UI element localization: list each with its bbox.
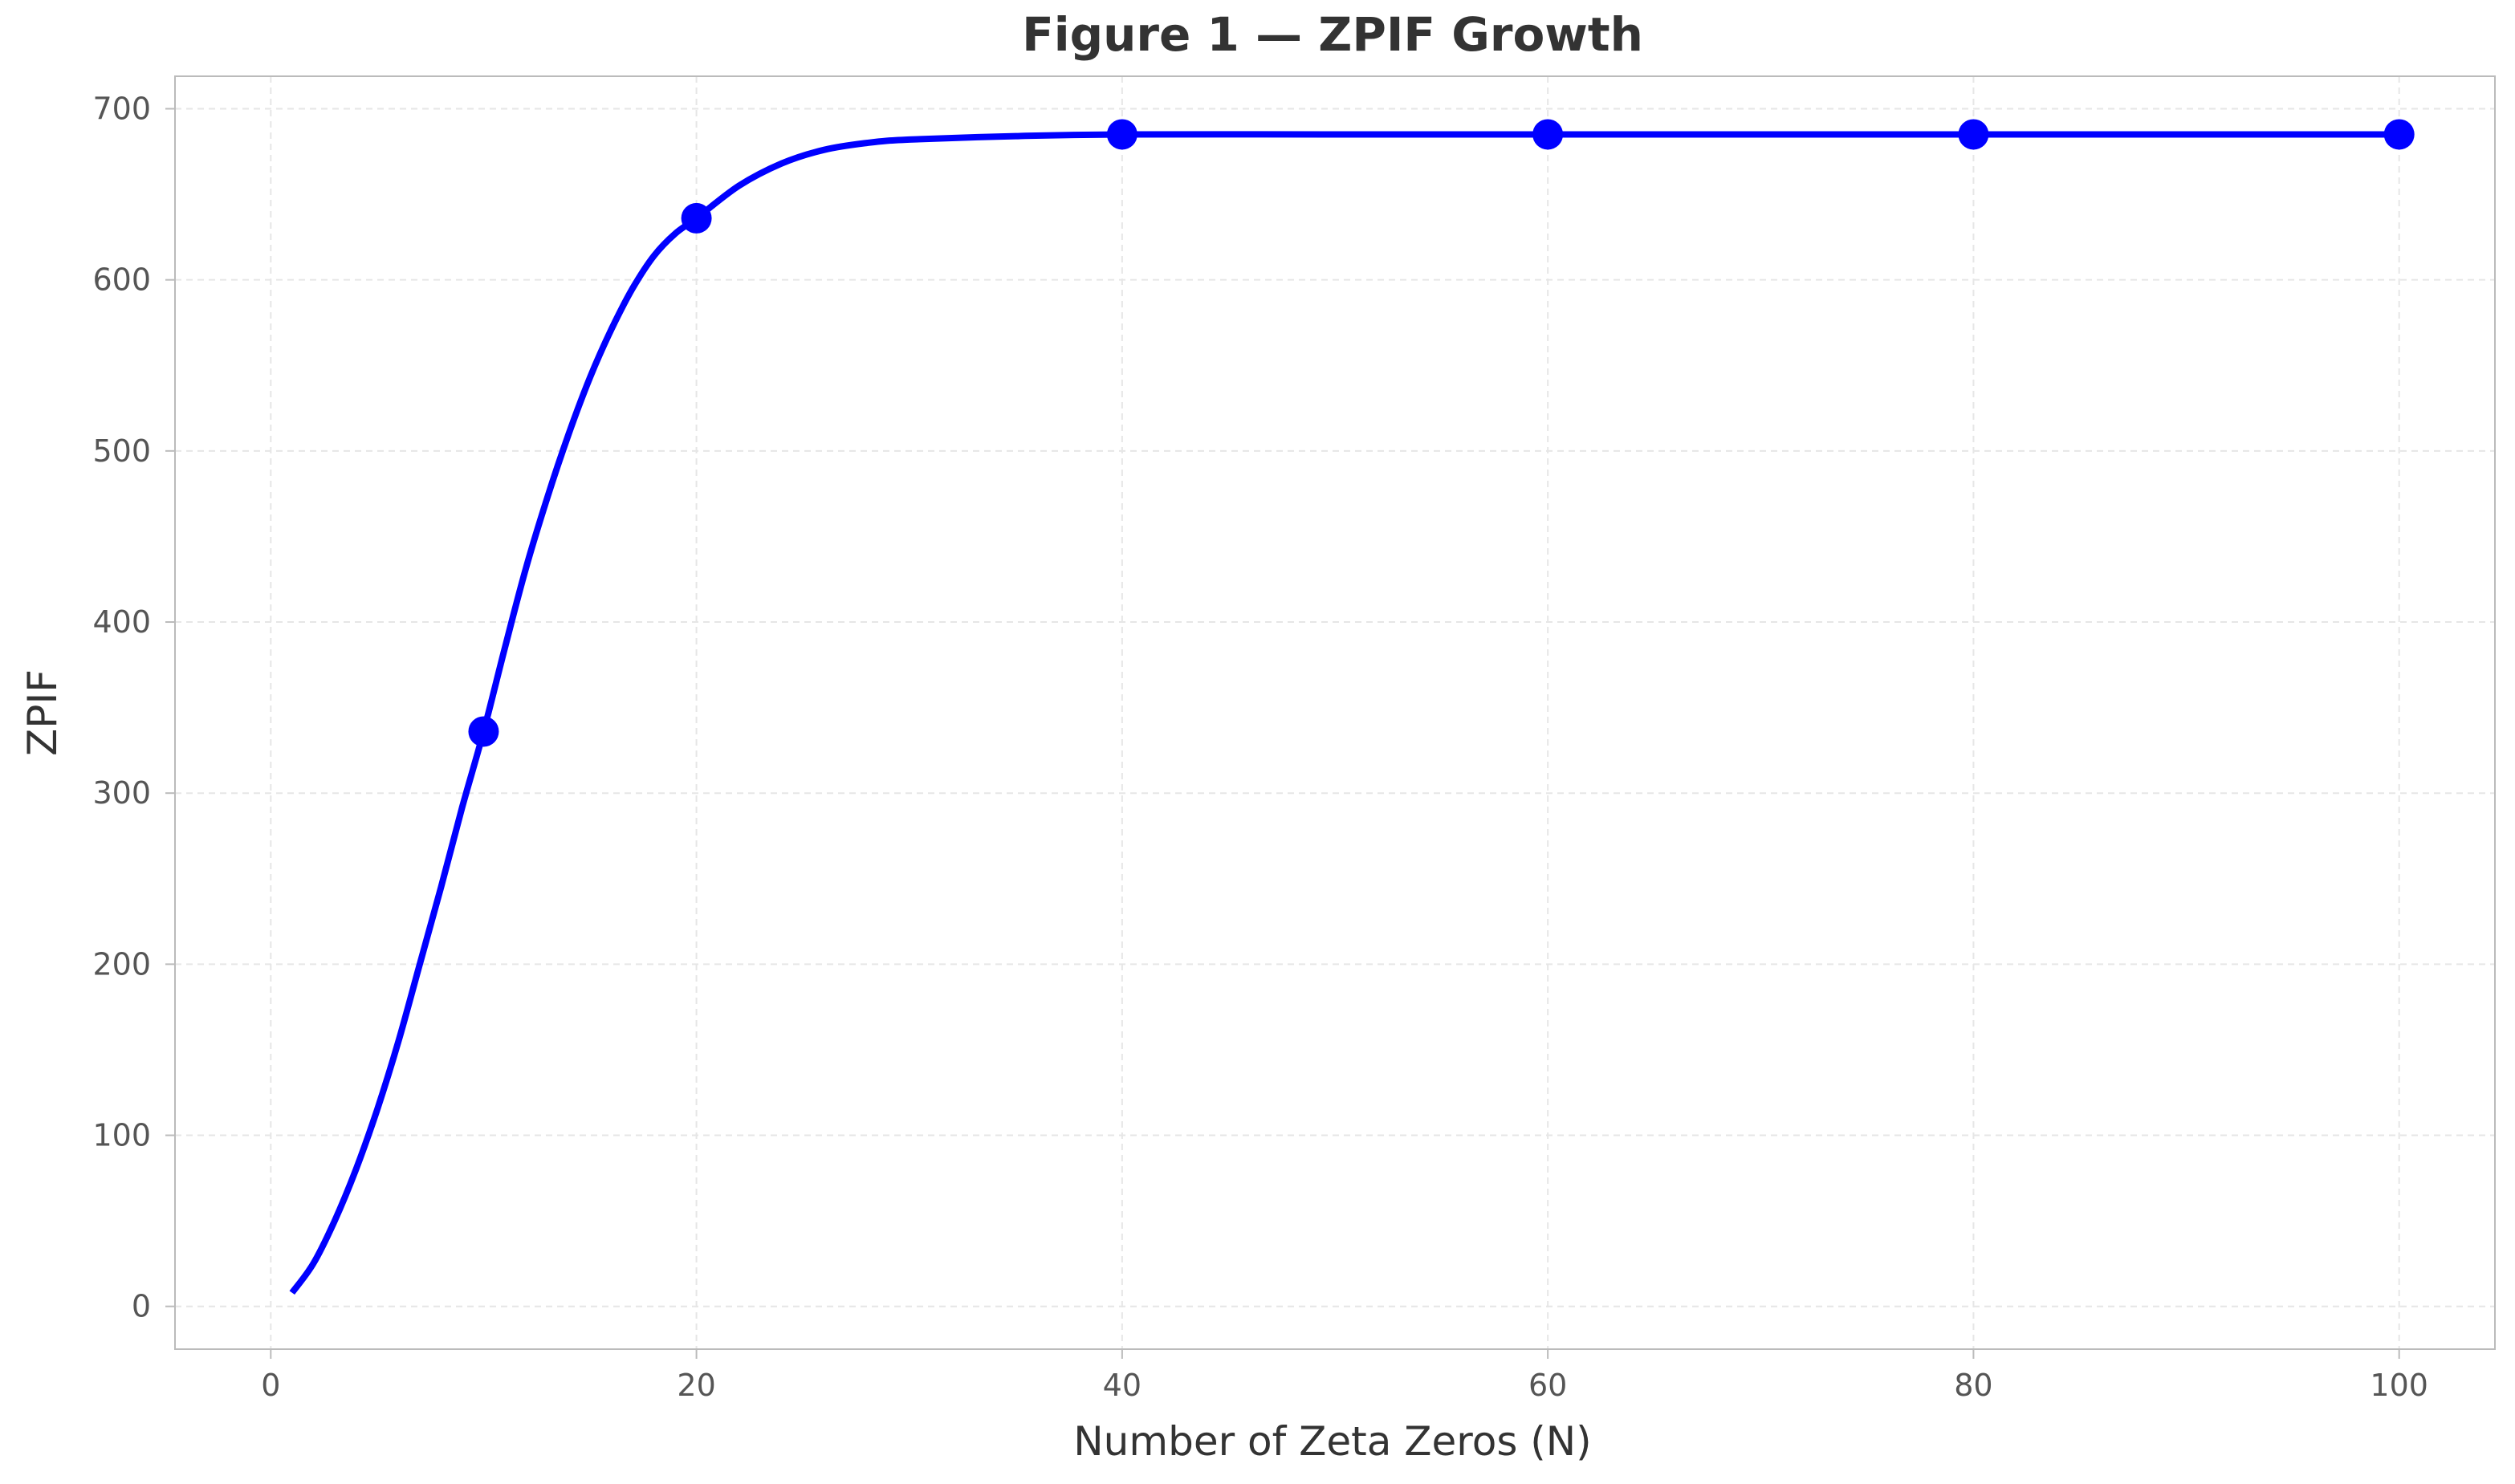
chart-title: Figure 1 — ZPIF Growth bbox=[1022, 7, 1643, 62]
grid-lines bbox=[175, 76, 2495, 1349]
x-tick-label: 60 bbox=[1528, 1368, 1567, 1403]
x-tick-label: 20 bbox=[677, 1368, 715, 1403]
axis-ticks: 0 20 40 60 80 100 0 100 200 300 400 500 600 700 bbox=[92, 91, 2428, 1403]
y-tick-label: 700 bbox=[92, 91, 151, 127]
y-axis-label: ZPIF bbox=[19, 669, 66, 756]
data-point-marker bbox=[2383, 119, 2415, 150]
zpif-curve bbox=[289, 131, 2399, 1295]
y-tick-label: 300 bbox=[92, 775, 151, 811]
data-point-marker bbox=[681, 202, 712, 234]
x-tick-label: 40 bbox=[1103, 1368, 1142, 1403]
x-axis-label: Number of Zeta Zeros (N) bbox=[1073, 1418, 1591, 1465]
y-tick-label: 400 bbox=[92, 604, 151, 640]
x-tick-label: 80 bbox=[1954, 1368, 1992, 1403]
y-tick-label: 100 bbox=[92, 1118, 151, 1153]
y-tick-label: 0 bbox=[132, 1289, 151, 1324]
data-point-marker bbox=[1106, 119, 1137, 150]
y-tick-label: 200 bbox=[92, 946, 151, 982]
x-tick-label: 0 bbox=[261, 1368, 280, 1403]
y-tick-label: 600 bbox=[92, 262, 151, 298]
data-point-marker bbox=[1958, 119, 1989, 150]
data-point-marker bbox=[468, 716, 499, 747]
x-tick-label: 100 bbox=[2370, 1368, 2428, 1403]
data-point-marker bbox=[1532, 119, 1564, 150]
data-series bbox=[289, 119, 2415, 1295]
axes-frame bbox=[174, 75, 2496, 1350]
y-tick-label: 500 bbox=[92, 433, 151, 469]
